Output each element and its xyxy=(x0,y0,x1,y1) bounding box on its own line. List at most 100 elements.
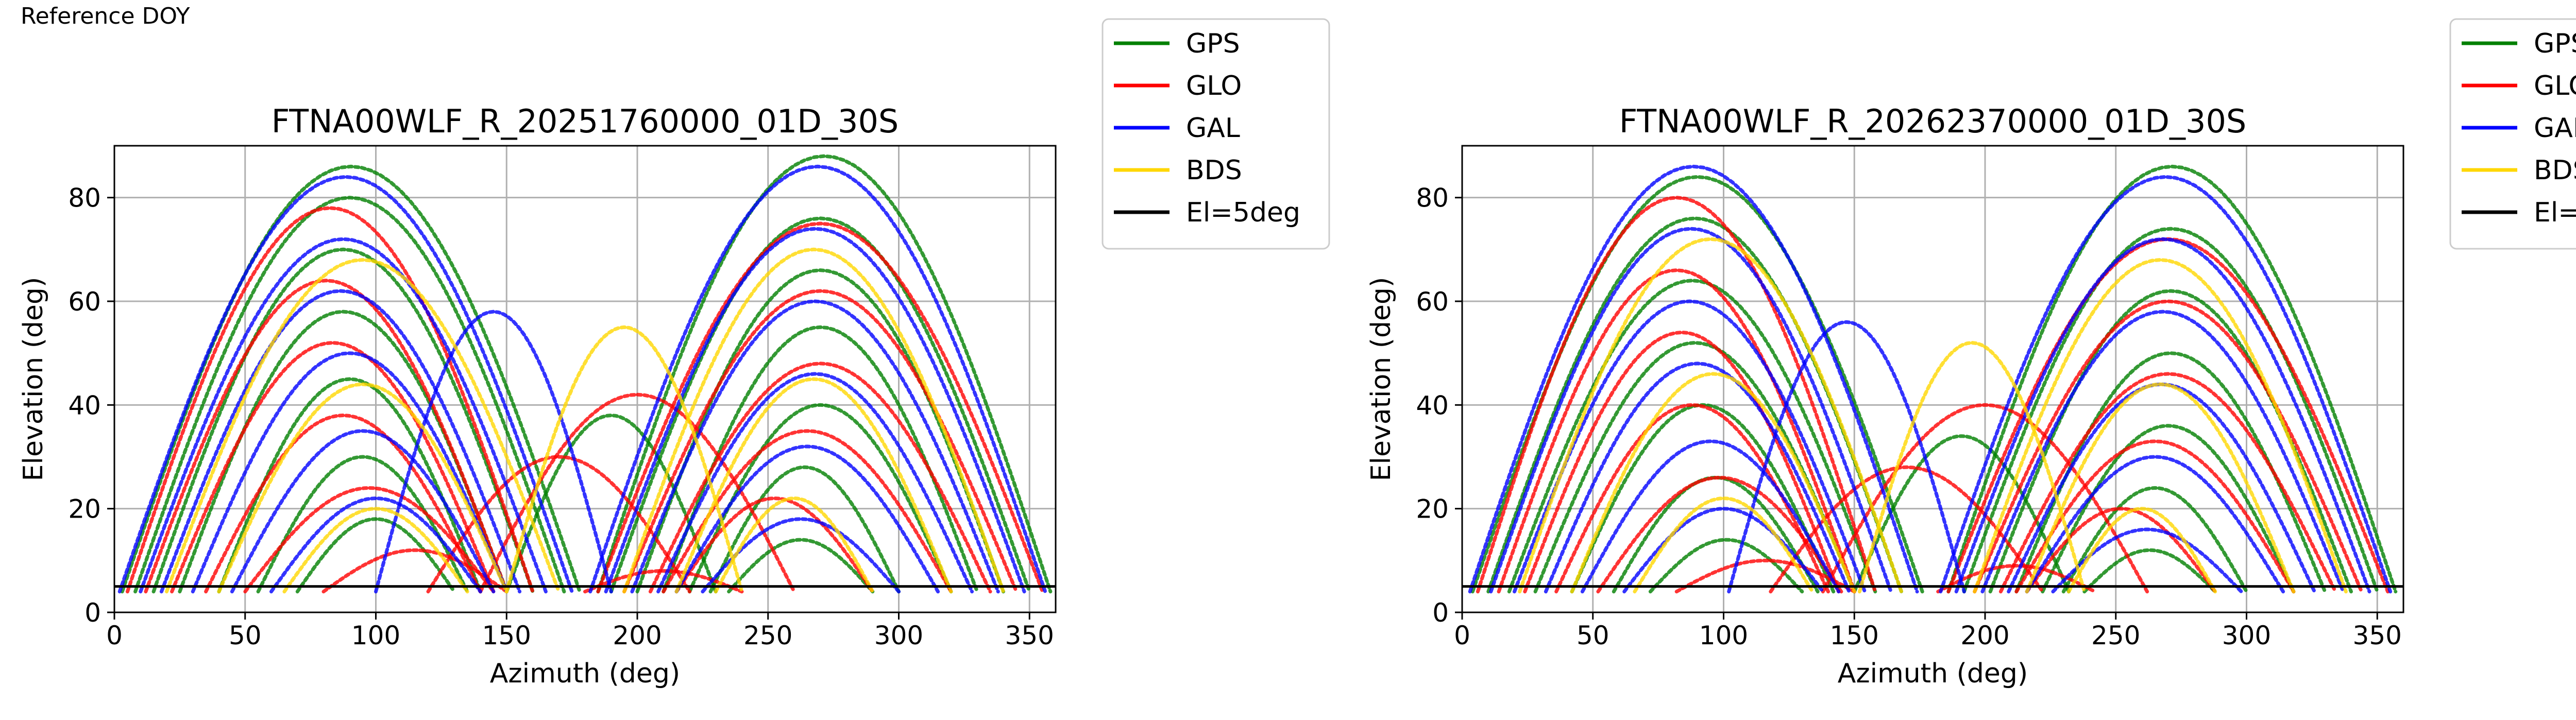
y-axis-label: Elevation (deg) xyxy=(18,277,49,482)
track-gal xyxy=(1580,439,1841,594)
legend-label: GPS xyxy=(1186,28,1240,59)
track-glo xyxy=(426,455,691,594)
track-gal xyxy=(588,164,1047,594)
y-tick-label: 80 xyxy=(1416,183,1449,213)
tracks xyxy=(1468,164,2398,594)
track-gal xyxy=(139,237,548,594)
track-glo xyxy=(1523,330,1841,594)
series-bds xyxy=(165,247,1005,594)
y-axis-label: Elevation (deg) xyxy=(1366,277,1397,482)
track-bds xyxy=(1633,496,1815,594)
track-bds xyxy=(2025,382,2296,594)
legend-label: BDS xyxy=(2534,155,2576,186)
track-bds xyxy=(1518,237,1904,594)
grid xyxy=(113,146,1056,613)
track-gal xyxy=(374,310,613,594)
track-gal xyxy=(117,175,574,594)
x-tick-label: 300 xyxy=(874,621,923,650)
track-glo xyxy=(1998,372,2337,594)
series-bds xyxy=(1518,237,2348,594)
track-gps xyxy=(2041,424,2296,594)
x-tick-label: 200 xyxy=(613,621,662,650)
track-gps xyxy=(2082,548,2217,594)
track-gps xyxy=(609,216,1031,594)
x-tick-label: 150 xyxy=(1830,621,1879,650)
track-gps xyxy=(151,247,535,594)
y-tick-label: 60 xyxy=(1416,287,1449,317)
y-tick-label: 0 xyxy=(1432,598,1449,628)
track-glo xyxy=(1674,558,1856,594)
track-glo xyxy=(204,413,482,594)
x-tick-label: 350 xyxy=(1005,621,1054,650)
track-gps xyxy=(2061,486,2248,594)
track-glo xyxy=(622,289,1019,594)
figure-note: Reference DOY xyxy=(21,3,190,29)
track-gal xyxy=(1622,507,1825,594)
y-tick-label: 0 xyxy=(84,598,101,628)
track-glo xyxy=(125,206,535,594)
legend-label: GAL xyxy=(1186,113,1240,144)
legend: GPS GLO GAL BDS El=5deg xyxy=(1101,18,1330,250)
x-tick-label: 300 xyxy=(2222,621,2271,650)
track-bds xyxy=(504,325,744,594)
x-tick-label: 50 xyxy=(1577,621,1609,650)
track-bds xyxy=(282,507,469,594)
track-gps xyxy=(1507,279,1877,594)
track-gal xyxy=(2051,527,2243,594)
track-gps xyxy=(256,455,469,594)
legend-label: GAL xyxy=(2534,113,2576,144)
x-tick-label: 50 xyxy=(229,621,262,650)
track-gps xyxy=(596,154,1053,594)
y-tick-label: 40 xyxy=(68,390,101,420)
legend-label: GLO xyxy=(2534,71,2576,101)
track-gps xyxy=(1648,538,1804,594)
track-gal xyxy=(159,289,522,594)
chart-title: FTNA00WLF_R_20262370000_01D_30S xyxy=(1619,102,2247,140)
axes-frame xyxy=(113,145,1057,613)
track-gps xyxy=(1962,227,2379,594)
track-bds xyxy=(2066,507,2217,594)
track-gps xyxy=(133,196,566,594)
track-glo xyxy=(1497,268,1856,594)
legend-label: El=5deg xyxy=(2534,197,2576,228)
track-gal xyxy=(1954,237,2371,594)
legend-frame xyxy=(2449,18,2576,250)
x-tick-label: 100 xyxy=(351,621,400,650)
legend-label: BDS xyxy=(1186,155,1242,186)
track-bds xyxy=(674,377,953,594)
y-tick-label: 60 xyxy=(68,287,101,317)
track-glo xyxy=(674,496,875,594)
track-gal xyxy=(191,351,509,594)
track-glo xyxy=(1476,196,1877,594)
track-bds xyxy=(1973,258,2348,594)
y-tick-label: 20 xyxy=(1416,494,1449,524)
x-tick-label: 250 xyxy=(2091,621,2140,650)
track-glo xyxy=(1936,563,2097,594)
x-axis-label: Azimuth (deg) xyxy=(1838,658,2028,689)
y-tick-label: 40 xyxy=(1416,390,1449,420)
track-bds xyxy=(217,382,509,594)
track-glo xyxy=(1821,403,2149,594)
track-gal xyxy=(1727,320,1966,594)
series-glo xyxy=(1476,196,2390,594)
track-glo xyxy=(321,548,509,594)
track-glo xyxy=(2025,507,2217,594)
track-gal xyxy=(2025,455,2285,594)
legend-label: GPS xyxy=(2534,28,2576,59)
x-tick-label: 200 xyxy=(1960,621,2009,650)
x-tick-label: 0 xyxy=(106,621,123,650)
track-gal xyxy=(1489,227,1893,594)
track-gal xyxy=(269,496,482,594)
track-gps xyxy=(1946,164,2398,594)
track-gal xyxy=(230,429,496,594)
track-glo xyxy=(479,392,796,594)
x-tick-label: 0 xyxy=(1454,621,1470,650)
track-gal xyxy=(604,227,1026,594)
legend-label: GLO xyxy=(1186,71,1242,101)
track-bds xyxy=(714,496,875,594)
y-tick-label: 20 xyxy=(68,494,101,524)
track-glo xyxy=(243,486,496,594)
track-glo xyxy=(583,569,744,594)
tracks xyxy=(117,154,1053,594)
